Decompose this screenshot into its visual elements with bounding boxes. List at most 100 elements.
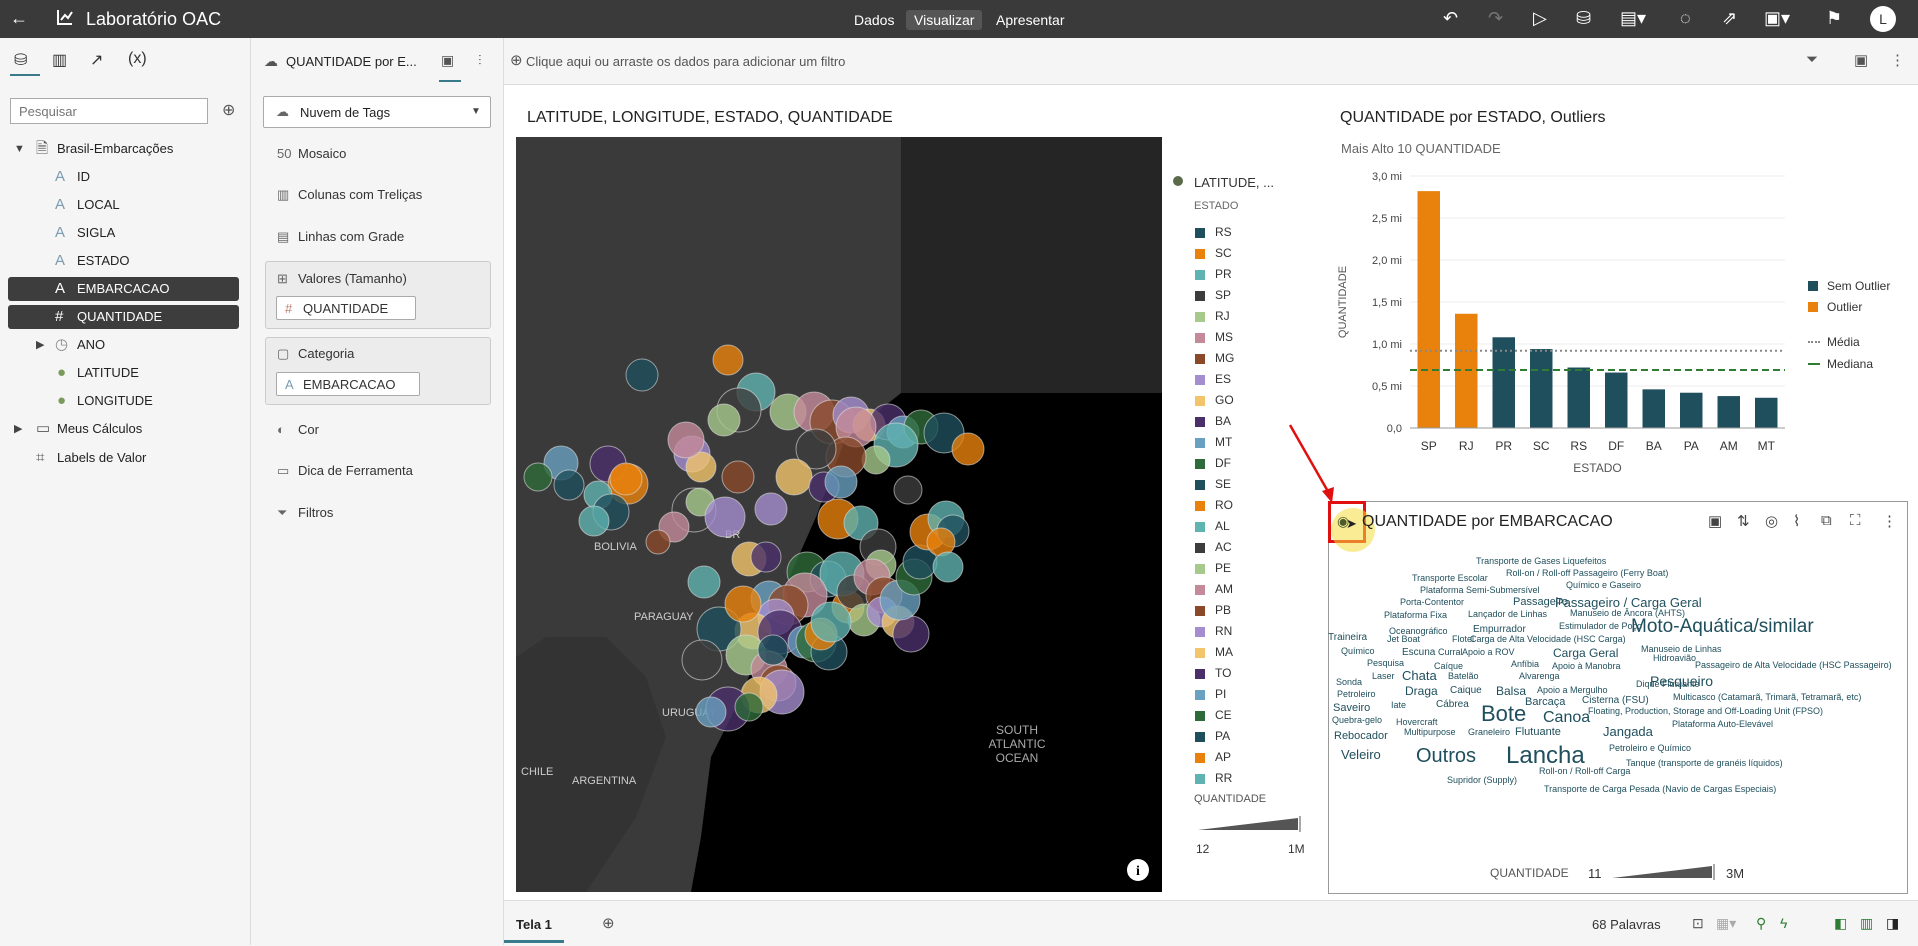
- column-estado[interactable]: A ESTADO: [55, 252, 130, 269]
- filter-bar[interactable]: ⊕ Clique aqui ou arraste os dados para a…: [504, 38, 1918, 85]
- cloud-word[interactable]: Químico: [1341, 646, 1375, 656]
- cloud-word[interactable]: Floating, Production, Storage and Off-Lo…: [1588, 706, 1823, 716]
- cloud-word[interactable]: Petroleiro e Químico: [1609, 743, 1692, 753]
- add-filter-icon[interactable]: ⊕: [510, 52, 523, 69]
- legend-state-item[interactable]: RJ: [1195, 309, 1230, 323]
- analytics-tab-icon[interactable]: ↗: [90, 52, 104, 69]
- legend-state-item[interactable]: TO: [1195, 666, 1231, 680]
- cloud-word[interactable]: Jet Boat: [1387, 634, 1421, 644]
- cloud-word[interactable]: Moto-Aquática/similar: [1631, 616, 1814, 637]
- legend-state-item[interactable]: ES: [1195, 372, 1231, 386]
- legend-state-item[interactable]: AP: [1195, 750, 1231, 764]
- legend-state-item[interactable]: RR: [1195, 771, 1232, 785]
- map-bubble[interactable]: [892, 615, 930, 653]
- cloud-word[interactable]: Flotel: [1452, 634, 1475, 644]
- filter-settings-icon[interactable]: ⏷: [1806, 51, 1819, 68]
- cloud-word[interactable]: Supridor (Supply): [1447, 775, 1518, 785]
- legend-state-item[interactable]: PI: [1195, 687, 1226, 701]
- cloud-word[interactable]: Passageiro: [1513, 596, 1569, 608]
- bar[interactable]: [1567, 367, 1591, 428]
- cloud-word[interactable]: Roll-on / Roll-off Passageiro (Ferry Boa…: [1506, 568, 1669, 578]
- cloud-word[interactable]: Rebocador: [1334, 730, 1388, 742]
- legend-state-item[interactable]: SC: [1195, 246, 1232, 260]
- panel-right-icon[interactable]: ◨: [1886, 915, 1900, 931]
- cloud-word[interactable]: Draga: [1405, 684, 1438, 698]
- category-field-pill[interactable]: A EMBARCACAO: [276, 372, 420, 396]
- legend-state-item[interactable]: MG: [1195, 351, 1234, 365]
- play-icon[interactable]: ▷: [1533, 8, 1547, 28]
- cloud-word[interactable]: Multicasco (Catamarã, Trimarã, Tetramarã…: [1673, 692, 1862, 702]
- values-field-pill[interactable]: # QUANTIDADE: [276, 296, 416, 320]
- map-bubbles[interactable]: [523, 344, 985, 732]
- cloud-word[interactable]: Caique: [1450, 685, 1482, 696]
- export-icon[interactable]: ⇗: [1722, 8, 1738, 28]
- data-tab-icon[interactable]: ⛁: [14, 52, 28, 69]
- cloud-word[interactable]: Transporte de Gases Liquefeitos: [1476, 556, 1607, 566]
- cloud-word[interactable]: Quebra-gelo: [1332, 715, 1383, 725]
- legend-state-item[interactable]: RS: [1195, 225, 1232, 239]
- map-bubble[interactable]: [724, 585, 762, 623]
- cloud-word[interactable]: Multipurpose: [1404, 727, 1456, 737]
- bar[interactable]: [1680, 392, 1703, 428]
- maximize-icon[interactable]: ⛶: [1850, 512, 1861, 529]
- column-latitude[interactable]: ● LATITUDE: [57, 364, 139, 381]
- legend-state-item[interactable]: AL: [1195, 519, 1230, 533]
- panel-left-icon[interactable]: ◧: [1834, 915, 1848, 931]
- cloud-word[interactable]: Hidroavião: [1653, 653, 1697, 663]
- column-local[interactable]: A LOCAL: [55, 196, 120, 213]
- cloud-word[interactable]: Flutuante: [1515, 726, 1561, 738]
- bookmark-icon[interactable]: ⚑: [1826, 8, 1843, 28]
- map-bubble[interactable]: [695, 696, 727, 728]
- map-bubble[interactable]: [687, 565, 721, 599]
- viz-type-select[interactable]: ☁ Nuvem de Tags ▼: [263, 96, 491, 128]
- analytics-icon[interactable]: ⌇: [1793, 513, 1801, 530]
- legend-state-item[interactable]: MT: [1195, 435, 1232, 449]
- bar[interactable]: [1755, 397, 1778, 428]
- cloud-word[interactable]: Apoio a ROV: [1462, 647, 1515, 657]
- cloud-word[interactable]: Cábrea: [1436, 699, 1469, 710]
- comment-menu-icon[interactable]: ▤▾: [1620, 8, 1647, 28]
- cloud-word[interactable]: Carga Geral: [1553, 646, 1619, 660]
- map-bubble[interactable]: [734, 692, 764, 722]
- legend-state-item[interactable]: PE: [1195, 561, 1231, 575]
- sort-icon[interactable]: ⇅: [1737, 513, 1750, 530]
- cloud-word[interactable]: Transporte de Carga Pesada (Navio de Car…: [1544, 784, 1777, 794]
- map-bubble[interactable]: [757, 634, 789, 666]
- cloud-word[interactable]: Veleiro: [1341, 747, 1381, 762]
- brush-icon[interactable]: ⚲: [1756, 915, 1767, 931]
- panel-middle-icon[interactable]: ▥: [1860, 915, 1874, 931]
- dataset-node[interactable]: ▼ 🗎 Brasil-Embarcações: [0, 137, 250, 161]
- cloud-word[interactable]: Jangada: [1603, 724, 1653, 739]
- cloud-word[interactable]: Hovercraft: [1396, 717, 1438, 727]
- settings-sliders-icon[interactable]: ⫶: [478, 52, 482, 68]
- filter-placeholder[interactable]: Clique aqui ou arraste os dados para adi…: [526, 54, 846, 69]
- map-bubble[interactable]: [810, 601, 852, 643]
- autolayout-icon[interactable]: ⊡: [1692, 915, 1704, 931]
- legend-state-item[interactable]: GO: [1195, 393, 1234, 407]
- legend-state-item[interactable]: SP: [1195, 288, 1231, 302]
- viz-menu-bulb-icon[interactable]: ◉: [1337, 513, 1350, 529]
- legend-state-item[interactable]: MA: [1195, 645, 1233, 659]
- cloud-word[interactable]: Traineira: [1328, 632, 1368, 643]
- column-embarcacao[interactable]: A EMBARCACAO: [8, 277, 239, 301]
- map-bubble[interactable]: [750, 541, 782, 573]
- cloud-word[interactable]: Pesquisa: [1367, 658, 1405, 668]
- option-mosaico[interactable]: Mosaico: [298, 146, 347, 161]
- legend-state-item[interactable]: RN: [1195, 624, 1232, 638]
- duplicate-icon[interactable]: ⧉: [1821, 512, 1832, 529]
- bar[interactable]: [1530, 349, 1553, 428]
- map-bubble[interactable]: [932, 551, 964, 583]
- cloud-word[interactable]: Apoio à Manobra: [1552, 661, 1621, 671]
- legend-state-item[interactable]: AM: [1195, 582, 1233, 596]
- legend-state-item[interactable]: SE: [1195, 477, 1231, 491]
- column-longitude[interactable]: ● LONGITUDE: [57, 392, 153, 409]
- cloud-word[interactable]: Manuseio de Âncora (AHTS): [1570, 608, 1686, 618]
- word-cloud-viz[interactable]: [1328, 501, 1908, 894]
- map-bubble[interactable]: [754, 492, 788, 526]
- cloud-word[interactable]: Porta-Contentor: [1400, 597, 1465, 607]
- map-bubble[interactable]: [645, 529, 671, 555]
- cloud-word[interactable]: Tanque (transporte de granéis líquidos): [1626, 758, 1783, 768]
- cloud-word[interactable]: Barcaça: [1525, 696, 1566, 708]
- cloud-word[interactable]: Plataforma Auto-Elevável: [1672, 719, 1774, 729]
- cloud-word[interactable]: Balsa: [1496, 684, 1527, 698]
